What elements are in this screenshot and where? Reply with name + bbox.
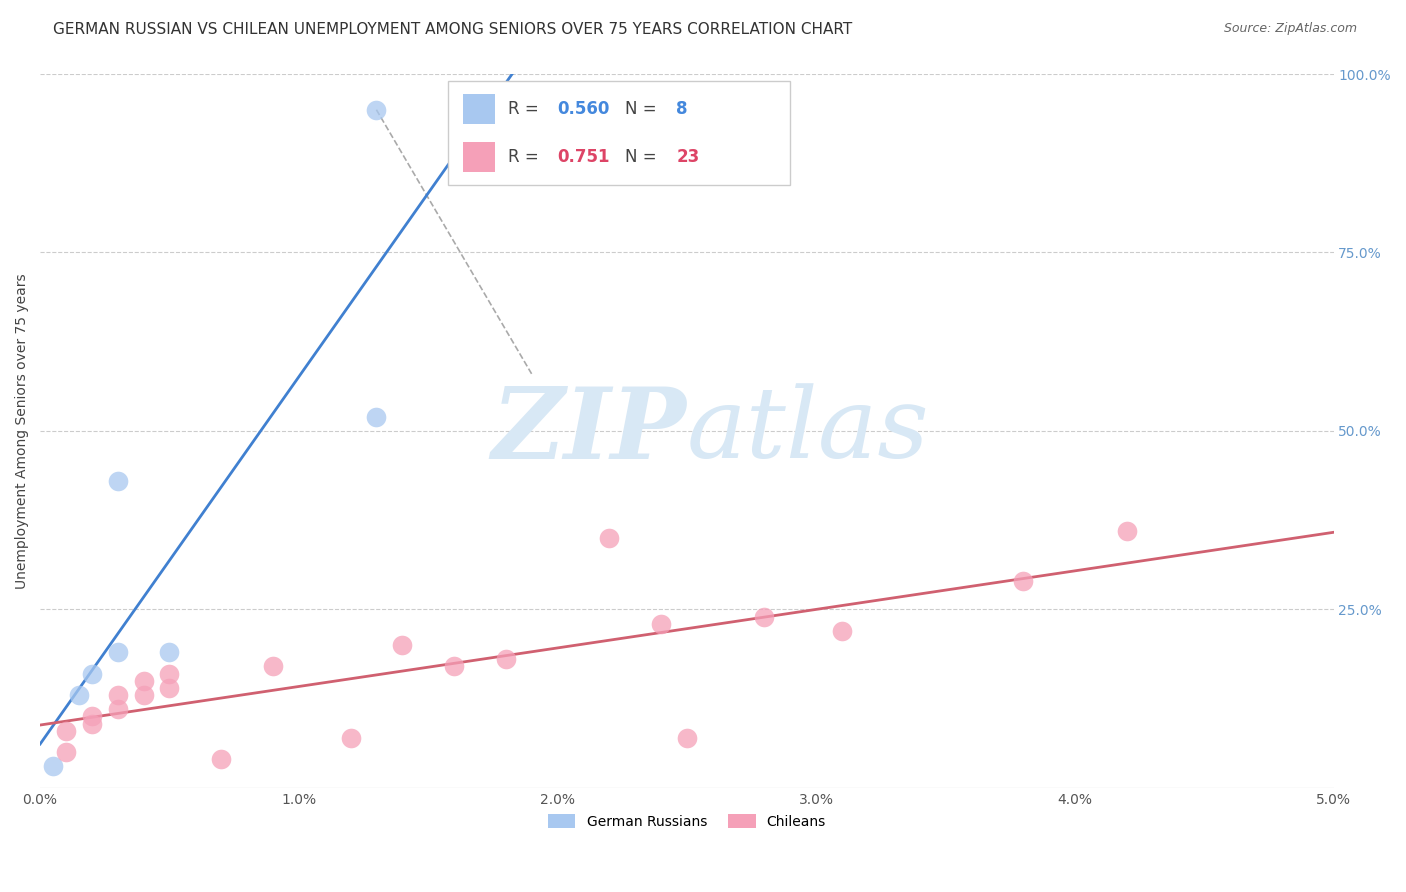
FancyBboxPatch shape xyxy=(463,95,495,124)
Y-axis label: Unemployment Among Seniors over 75 years: Unemployment Among Seniors over 75 years xyxy=(15,273,30,589)
Text: Source: ZipAtlas.com: Source: ZipAtlas.com xyxy=(1223,22,1357,36)
Point xyxy=(159,666,181,681)
Text: 8: 8 xyxy=(676,100,688,118)
Point xyxy=(159,645,181,659)
Text: ZIP: ZIP xyxy=(492,383,686,479)
Point xyxy=(598,531,620,545)
Point xyxy=(159,681,181,695)
Point xyxy=(107,688,129,702)
Point xyxy=(366,103,388,117)
Text: N =: N = xyxy=(624,100,662,118)
Point xyxy=(80,716,103,731)
Point xyxy=(55,745,77,759)
Point xyxy=(107,645,129,659)
Text: R =: R = xyxy=(509,100,544,118)
FancyBboxPatch shape xyxy=(447,81,790,185)
Point xyxy=(754,609,776,624)
Point xyxy=(1115,524,1137,538)
Text: 23: 23 xyxy=(676,148,700,166)
Point xyxy=(67,688,90,702)
Point xyxy=(443,659,465,673)
Text: N =: N = xyxy=(624,148,662,166)
Point xyxy=(80,666,103,681)
Legend: German Russians, Chileans: German Russians, Chileans xyxy=(543,808,831,834)
Point xyxy=(132,673,155,688)
Point xyxy=(107,474,129,488)
Text: atlas: atlas xyxy=(686,384,929,479)
Point xyxy=(1012,574,1035,588)
Point xyxy=(391,638,413,652)
Point xyxy=(132,688,155,702)
Point xyxy=(366,409,388,424)
Text: 0.751: 0.751 xyxy=(557,148,610,166)
Point xyxy=(55,723,77,738)
Point xyxy=(107,702,129,716)
Point xyxy=(80,709,103,723)
Point xyxy=(675,731,697,745)
Text: GERMAN RUSSIAN VS CHILEAN UNEMPLOYMENT AMONG SENIORS OVER 75 YEARS CORRELATION C: GERMAN RUSSIAN VS CHILEAN UNEMPLOYMENT A… xyxy=(53,22,852,37)
Text: R =: R = xyxy=(509,148,544,166)
Text: 0.560: 0.560 xyxy=(557,100,610,118)
Point xyxy=(42,759,65,773)
Point xyxy=(495,652,517,666)
Point xyxy=(262,659,284,673)
FancyBboxPatch shape xyxy=(463,142,495,171)
Point xyxy=(339,731,361,745)
Point xyxy=(209,752,232,766)
Point xyxy=(650,616,672,631)
Point xyxy=(831,624,853,638)
